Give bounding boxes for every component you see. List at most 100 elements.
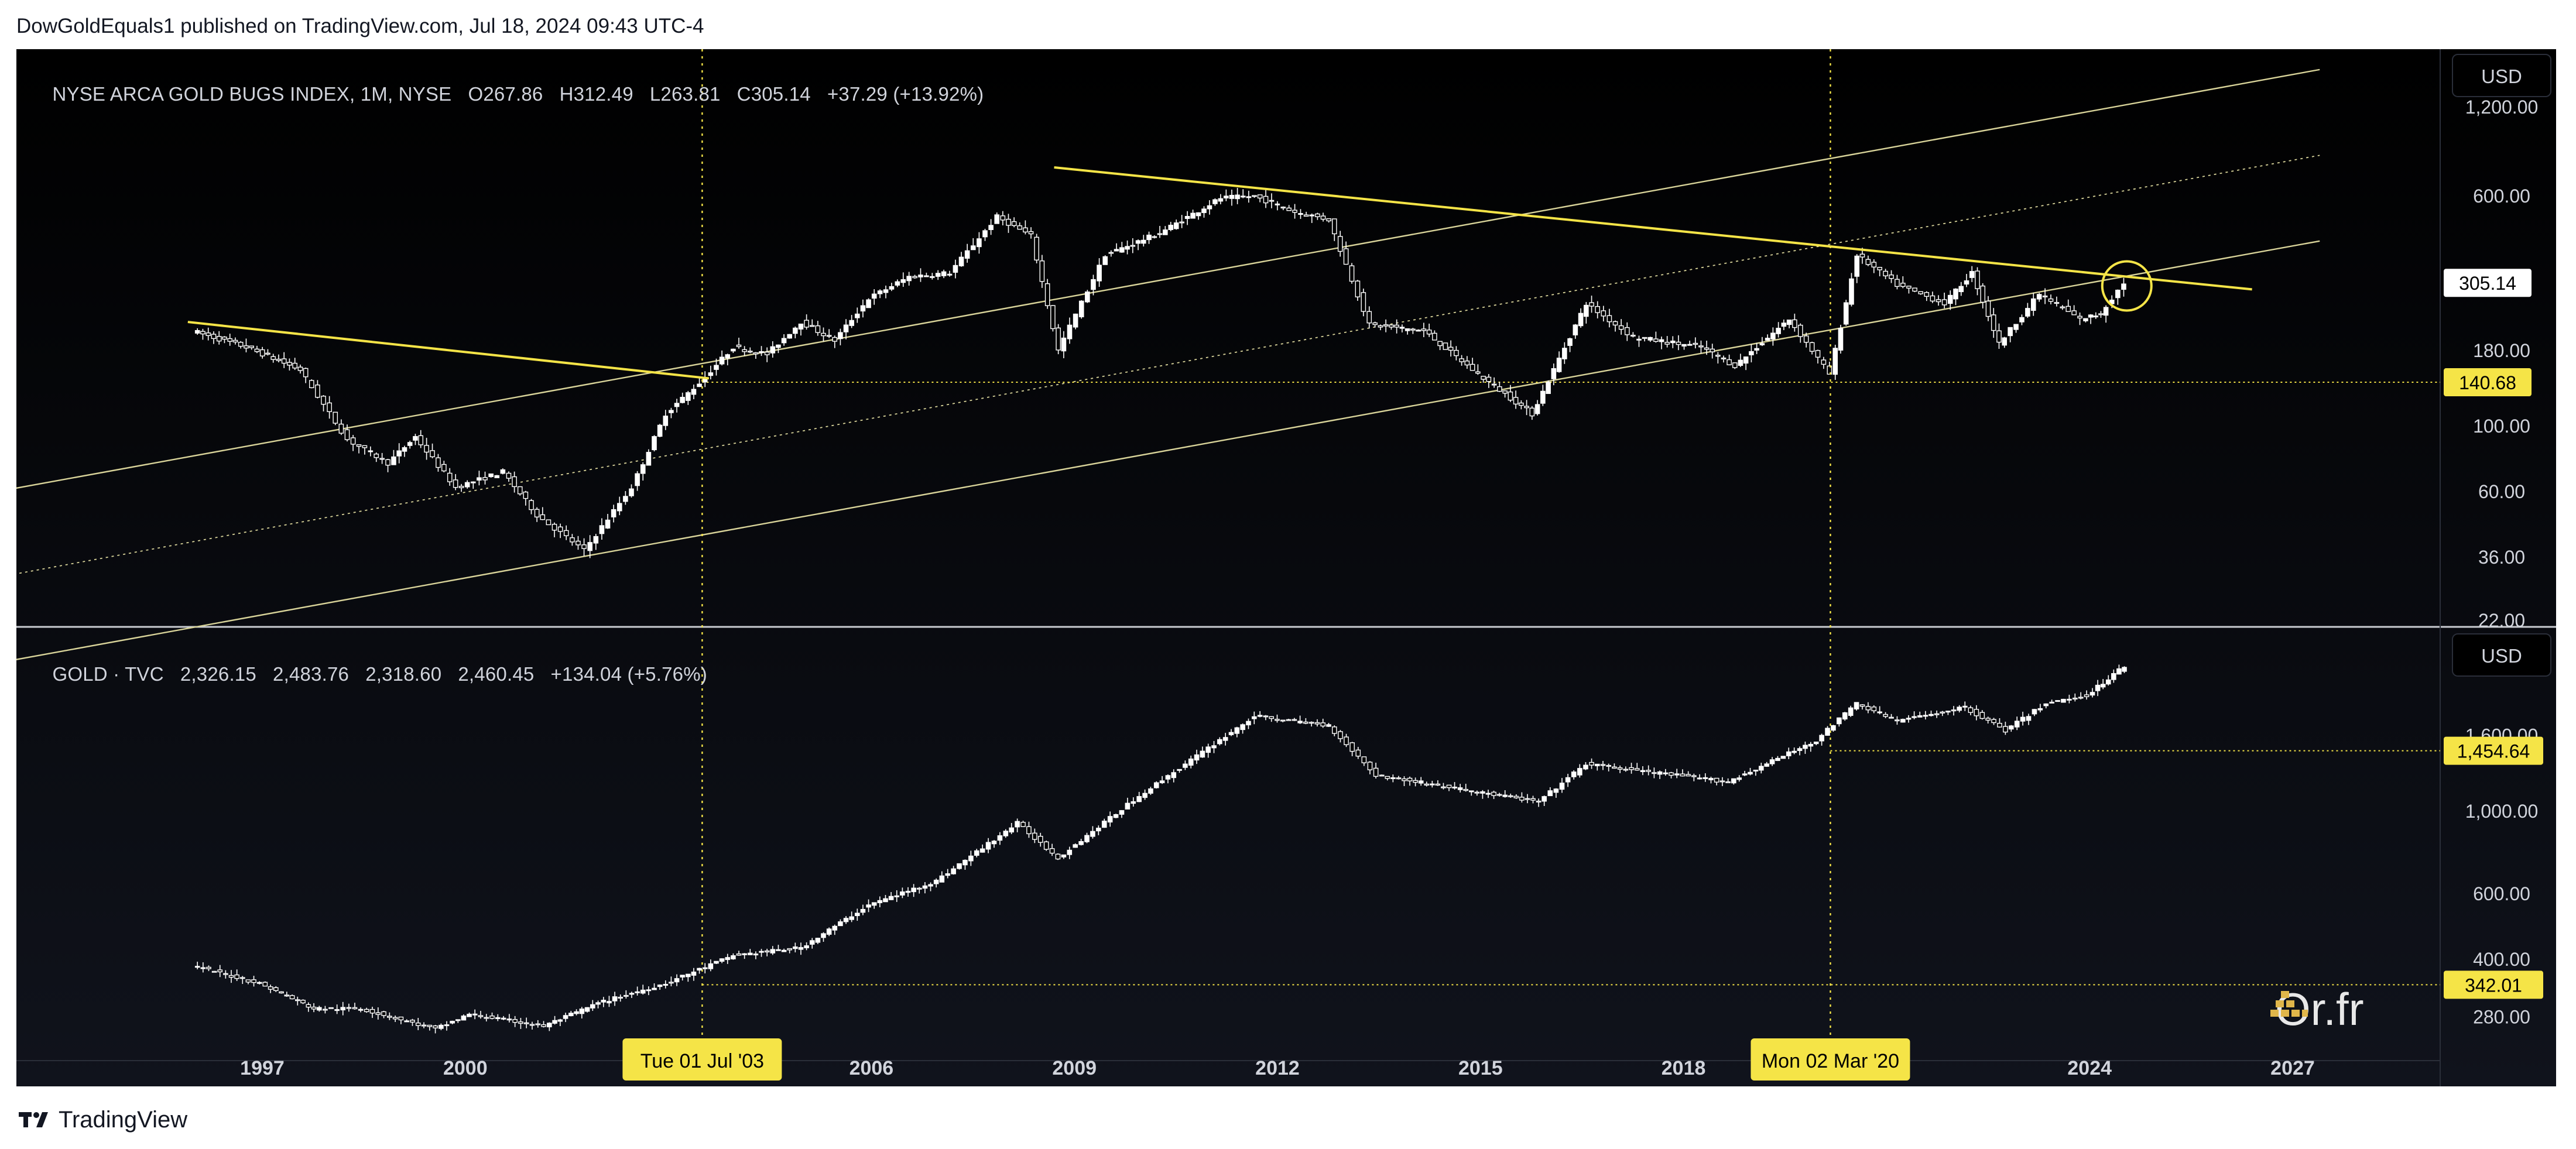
- gold-candle-body: [1441, 786, 1446, 788]
- gdm-candle-body: [1000, 215, 1006, 221]
- gdm-candle-body: [906, 276, 912, 282]
- gdm-candle-body: [315, 384, 320, 398]
- gdm-price-label: 305.14: [2459, 273, 2516, 294]
- gdm-candle-body: [1924, 292, 1930, 297]
- gdm-candle-body: [1195, 212, 1201, 217]
- gdm-candle-body: [1119, 247, 1125, 253]
- gold-candle-body: [1037, 836, 1043, 843]
- gdm-candle-body: [1201, 208, 1207, 213]
- gdm-candle-body: [1551, 368, 1557, 379]
- date-marker-label: Mon 02 Mar '20: [1762, 1050, 1899, 1072]
- gdm-candle-body: [860, 305, 866, 312]
- gold-candle-body: [781, 949, 787, 952]
- gdm-candle-body: [1624, 327, 1630, 335]
- gdm-candle-body: [1416, 330, 1421, 332]
- gold-candle-body: [1096, 828, 1101, 832]
- gold-candle-body: [1205, 746, 1211, 753]
- gold-candle-body: [849, 916, 854, 920]
- gdm-candle-body: [1743, 356, 1749, 364]
- gdm-candle-body: [1475, 371, 1481, 374]
- gold-candle-body: [1480, 791, 1485, 794]
- gdm-candle-body: [441, 464, 447, 472]
- gold-candle-body: [1831, 725, 1836, 731]
- gold-candle-body: [1669, 772, 1674, 776]
- gold-candle-body: [657, 985, 663, 987]
- currency-button-bottom[interactable]: USD: [2452, 633, 2551, 677]
- gold-candle-body: [421, 1024, 427, 1027]
- chart-canvas[interactable]: 1,200.00 600.00 180.00 100.00 60.00 36.00 22.0…: [16, 49, 2556, 1086]
- chart-area[interactable]: 1,200.00 600.00 180.00 100.00 60.00 36.00 22.0…: [16, 49, 2556, 1086]
- gold-candle-body: [1067, 849, 1073, 855]
- gold-candle-body: [1485, 793, 1491, 795]
- gold-candle-body: [323, 1009, 328, 1011]
- gold-candle-body: [1928, 714, 1934, 716]
- gold-candle-body: [1934, 713, 1940, 715]
- gold-candle-body: [2100, 684, 2106, 688]
- gold-candle-body: [968, 855, 974, 862]
- gold-candle-body: [563, 1015, 568, 1019]
- gold-candle-body: [1020, 822, 1026, 827]
- gold-candle-body: [1435, 783, 1441, 786]
- gold-candle-body: [1367, 762, 1373, 770]
- gold-price-label: 342.01: [2465, 975, 2522, 996]
- gold-candle-body: [787, 948, 793, 951]
- gdm-candle-body: [1491, 383, 1497, 386]
- gold-candle-body: [635, 991, 640, 993]
- gdm-candle-body: [1091, 279, 1096, 290]
- gold-candle-body: [364, 1009, 369, 1013]
- gdm-candle-body: [593, 536, 599, 544]
- gdm-candle-body: [238, 342, 244, 347]
- gdm-candle-body: [2008, 327, 2013, 337]
- gdm-candle-body: [1028, 231, 1034, 235]
- gdm-candle-body: [2013, 324, 2019, 330]
- gold-candle-body: [1131, 801, 1136, 804]
- gdm-candle-body: [725, 354, 731, 359]
- gold-candle-body: [2116, 668, 2122, 675]
- gdm-candle-body: [2019, 317, 2025, 323]
- gold-candle-body: [1979, 712, 1985, 719]
- gdm-candle-body: [1437, 341, 1443, 347]
- gdm-candle-body: [883, 289, 889, 293]
- gold-legend: GOLD · TVC 2,326.15 2,483.76 2,318.60 2,…: [30, 641, 707, 708]
- gdm-candle-body: [424, 445, 429, 453]
- gold-candle-body: [1553, 788, 1559, 793]
- gold-candle-body: [2111, 673, 2116, 680]
- gdm-candle-body: [1240, 195, 1246, 198]
- gdm-candle-body: [1497, 386, 1502, 392]
- gdm-candle-body: [1481, 376, 1486, 380]
- gold-candle-body: [809, 940, 815, 945]
- currency-button-top[interactable]: USD: [2452, 54, 2551, 97]
- gdm-candle-body: [1664, 342, 1670, 345]
- breakout-circle: [2101, 260, 2153, 312]
- gold-candle-body: [708, 963, 714, 969]
- gold-candle-body: [1379, 774, 1385, 777]
- gold-candle-body: [1612, 766, 1617, 769]
- gdm-candle-body: [1421, 328, 1427, 331]
- gold-legend-change: +134.04 (+5.76%): [550, 663, 707, 685]
- gdm-candle-body: [1765, 338, 1770, 341]
- gdm-candle-body: [529, 500, 534, 510]
- gdm-candle-body: [1849, 278, 1854, 305]
- gdm-candle-body: [1529, 407, 1535, 417]
- gold-candle-body: [1714, 777, 1719, 783]
- gold-candle-body: [1797, 748, 1803, 751]
- gdm-candle-body: [1125, 246, 1130, 250]
- tradingview-logo-icon: [19, 1110, 53, 1130]
- gold-candle-body: [268, 986, 273, 990]
- gdm-candle-body: [453, 479, 458, 488]
- gold-candle-body: [1629, 767, 1634, 770]
- gdm-axis-tick-label: 60.00: [2478, 481, 2525, 502]
- time-axis-tick-label: 2009: [1052, 1057, 1097, 1079]
- time-axis-tick-label: 2018: [1662, 1057, 1706, 1079]
- tradingview-brand[interactable]: TradingView: [19, 1100, 187, 1139]
- gold-candle-body: [939, 875, 945, 883]
- gdm-candle-body: [1843, 302, 1849, 325]
- gold-candle-body: [1090, 831, 1095, 837]
- gold-candle-body: [1257, 715, 1263, 717]
- gold-candle-body: [1171, 772, 1177, 778]
- gold-candle-body: [295, 999, 300, 1001]
- gold-candle-body: [300, 1000, 306, 1004]
- gold-candle-body: [1895, 719, 1900, 722]
- gdm-candle-body: [1601, 310, 1606, 317]
- gdm-candle-body: [546, 519, 551, 526]
